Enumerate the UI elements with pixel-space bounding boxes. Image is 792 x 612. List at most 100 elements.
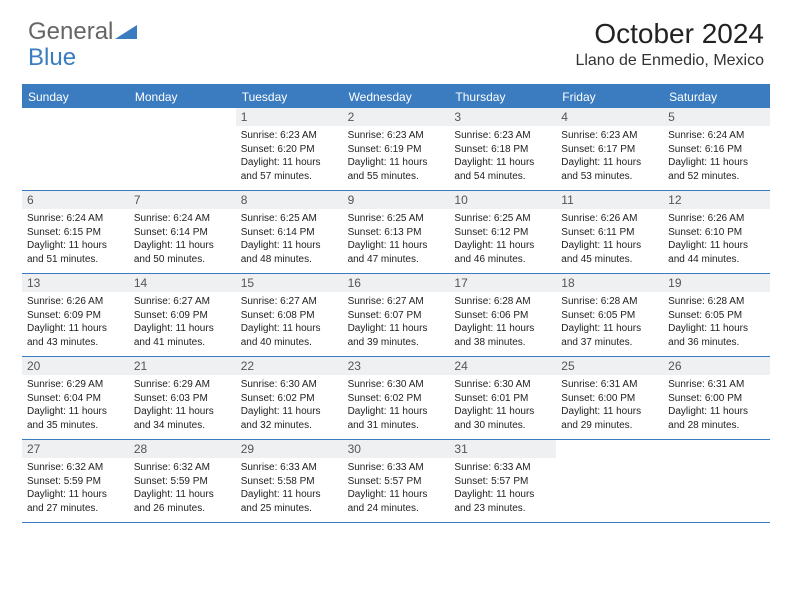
day-cell: 24Sunrise: 6:30 AMSunset: 6:01 PMDayligh… xyxy=(449,357,556,439)
day-info: Sunrise: 6:26 AMSunset: 6:09 PMDaylight:… xyxy=(22,292,129,353)
day-cell: 28Sunrise: 6:32 AMSunset: 5:59 PMDayligh… xyxy=(129,440,236,522)
daylight-text: Daylight: 11 hours and 52 minutes. xyxy=(668,156,765,183)
sunrise-text: Sunrise: 6:30 AM xyxy=(348,378,445,392)
sunset-text: Sunset: 6:07 PM xyxy=(348,309,445,323)
day-number: 3 xyxy=(449,108,556,126)
daylight-text: Daylight: 11 hours and 45 minutes. xyxy=(561,239,658,266)
sunset-text: Sunset: 6:03 PM xyxy=(134,392,231,406)
day-header: Friday xyxy=(556,86,663,108)
day-number: 25 xyxy=(556,357,663,375)
day-cell: 11Sunrise: 6:26 AMSunset: 6:11 PMDayligh… xyxy=(556,191,663,273)
day-info: Sunrise: 6:30 AMSunset: 6:01 PMDaylight:… xyxy=(449,375,556,436)
daylight-text: Daylight: 11 hours and 27 minutes. xyxy=(27,488,124,515)
sunrise-text: Sunrise: 6:23 AM xyxy=(241,129,338,143)
day-info: Sunrise: 6:27 AMSunset: 6:07 PMDaylight:… xyxy=(343,292,450,353)
day-number: 31 xyxy=(449,440,556,458)
day-number: 1 xyxy=(236,108,343,126)
day-number: 7 xyxy=(129,191,236,209)
day-info: Sunrise: 6:23 AMSunset: 6:18 PMDaylight:… xyxy=(449,126,556,187)
day-number: 9 xyxy=(343,191,450,209)
daylight-text: Daylight: 11 hours and 43 minutes. xyxy=(27,322,124,349)
day-number: 20 xyxy=(22,357,129,375)
day-cell: 6Sunrise: 6:24 AMSunset: 6:15 PMDaylight… xyxy=(22,191,129,273)
sunrise-text: Sunrise: 6:33 AM xyxy=(454,461,551,475)
sunset-text: Sunset: 6:10 PM xyxy=(668,226,765,240)
daylight-text: Daylight: 11 hours and 35 minutes. xyxy=(27,405,124,432)
day-number xyxy=(663,440,770,444)
logo-triangle-icon xyxy=(115,23,137,41)
sunrise-text: Sunrise: 6:31 AM xyxy=(668,378,765,392)
day-info: Sunrise: 6:24 AMSunset: 6:16 PMDaylight:… xyxy=(663,126,770,187)
sunrise-text: Sunrise: 6:24 AM xyxy=(27,212,124,226)
sunset-text: Sunset: 6:08 PM xyxy=(241,309,338,323)
sunrise-text: Sunrise: 6:28 AM xyxy=(561,295,658,309)
daylight-text: Daylight: 11 hours and 39 minutes. xyxy=(348,322,445,349)
day-cell: 25Sunrise: 6:31 AMSunset: 6:00 PMDayligh… xyxy=(556,357,663,439)
sunrise-text: Sunrise: 6:27 AM xyxy=(134,295,231,309)
sunset-text: Sunset: 6:00 PM xyxy=(561,392,658,406)
day-cell: 7Sunrise: 6:24 AMSunset: 6:14 PMDaylight… xyxy=(129,191,236,273)
day-info: Sunrise: 6:27 AMSunset: 6:09 PMDaylight:… xyxy=(129,292,236,353)
day-info: Sunrise: 6:32 AMSunset: 5:59 PMDaylight:… xyxy=(129,458,236,519)
day-cell: 19Sunrise: 6:28 AMSunset: 6:05 PMDayligh… xyxy=(663,274,770,356)
day-cell: 31Sunrise: 6:33 AMSunset: 5:57 PMDayligh… xyxy=(449,440,556,522)
day-info: Sunrise: 6:30 AMSunset: 6:02 PMDaylight:… xyxy=(343,375,450,436)
day-header: Monday xyxy=(129,86,236,108)
sunrise-text: Sunrise: 6:28 AM xyxy=(454,295,551,309)
day-info: Sunrise: 6:28 AMSunset: 6:05 PMDaylight:… xyxy=(556,292,663,353)
sunset-text: Sunset: 6:11 PM xyxy=(561,226,658,240)
daylight-text: Daylight: 11 hours and 37 minutes. xyxy=(561,322,658,349)
day-info: Sunrise: 6:31 AMSunset: 6:00 PMDaylight:… xyxy=(663,375,770,436)
day-header-row: Sunday Monday Tuesday Wednesday Thursday… xyxy=(22,86,770,108)
day-info: Sunrise: 6:23 AMSunset: 6:20 PMDaylight:… xyxy=(236,126,343,187)
sunset-text: Sunset: 6:19 PM xyxy=(348,143,445,157)
day-info: Sunrise: 6:26 AMSunset: 6:10 PMDaylight:… xyxy=(663,209,770,270)
day-cell: 29Sunrise: 6:33 AMSunset: 5:58 PMDayligh… xyxy=(236,440,343,522)
sunset-text: Sunset: 6:18 PM xyxy=(454,143,551,157)
sunset-text: Sunset: 6:05 PM xyxy=(561,309,658,323)
day-cell: 13Sunrise: 6:26 AMSunset: 6:09 PMDayligh… xyxy=(22,274,129,356)
sunrise-text: Sunrise: 6:31 AM xyxy=(561,378,658,392)
week-row: 13Sunrise: 6:26 AMSunset: 6:09 PMDayligh… xyxy=(22,274,770,357)
daylight-text: Daylight: 11 hours and 50 minutes. xyxy=(134,239,231,266)
day-number xyxy=(22,108,129,112)
day-cell: 23Sunrise: 6:30 AMSunset: 6:02 PMDayligh… xyxy=(343,357,450,439)
sunrise-text: Sunrise: 6:23 AM xyxy=(348,129,445,143)
day-info: Sunrise: 6:24 AMSunset: 6:15 PMDaylight:… xyxy=(22,209,129,270)
sunset-text: Sunset: 6:02 PM xyxy=(241,392,338,406)
sunrise-text: Sunrise: 6:30 AM xyxy=(241,378,338,392)
logo: General xyxy=(28,18,137,46)
sunrise-text: Sunrise: 6:27 AM xyxy=(348,295,445,309)
day-cell xyxy=(129,108,236,190)
sunrise-text: Sunrise: 6:25 AM xyxy=(348,212,445,226)
daylight-text: Daylight: 11 hours and 28 minutes. xyxy=(668,405,765,432)
day-number: 23 xyxy=(343,357,450,375)
sunrise-text: Sunrise: 6:24 AM xyxy=(668,129,765,143)
day-cell: 10Sunrise: 6:25 AMSunset: 6:12 PMDayligh… xyxy=(449,191,556,273)
sunrise-text: Sunrise: 6:24 AM xyxy=(134,212,231,226)
day-cell: 15Sunrise: 6:27 AMSunset: 6:08 PMDayligh… xyxy=(236,274,343,356)
sunset-text: Sunset: 6:16 PM xyxy=(668,143,765,157)
day-number: 17 xyxy=(449,274,556,292)
sunrise-text: Sunrise: 6:30 AM xyxy=(454,378,551,392)
sunset-text: Sunset: 6:13 PM xyxy=(348,226,445,240)
daylight-text: Daylight: 11 hours and 38 minutes. xyxy=(454,322,551,349)
day-info: Sunrise: 6:33 AMSunset: 5:57 PMDaylight:… xyxy=(343,458,450,519)
sunrise-text: Sunrise: 6:27 AM xyxy=(241,295,338,309)
day-cell xyxy=(556,440,663,522)
day-number: 16 xyxy=(343,274,450,292)
day-cell: 21Sunrise: 6:29 AMSunset: 6:03 PMDayligh… xyxy=(129,357,236,439)
day-cell: 27Sunrise: 6:32 AMSunset: 5:59 PMDayligh… xyxy=(22,440,129,522)
day-number: 14 xyxy=(129,274,236,292)
sunrise-text: Sunrise: 6:26 AM xyxy=(561,212,658,226)
day-info: Sunrise: 6:25 AMSunset: 6:12 PMDaylight:… xyxy=(449,209,556,270)
day-header: Tuesday xyxy=(236,86,343,108)
sunset-text: Sunset: 5:59 PM xyxy=(134,475,231,489)
daylight-text: Daylight: 11 hours and 53 minutes. xyxy=(561,156,658,183)
day-number: 24 xyxy=(449,357,556,375)
weeks-container: 1Sunrise: 6:23 AMSunset: 6:20 PMDaylight… xyxy=(22,108,770,523)
daylight-text: Daylight: 11 hours and 36 minutes. xyxy=(668,322,765,349)
sunset-text: Sunset: 6:17 PM xyxy=(561,143,658,157)
day-info: Sunrise: 6:30 AMSunset: 6:02 PMDaylight:… xyxy=(236,375,343,436)
day-cell: 14Sunrise: 6:27 AMSunset: 6:09 PMDayligh… xyxy=(129,274,236,356)
